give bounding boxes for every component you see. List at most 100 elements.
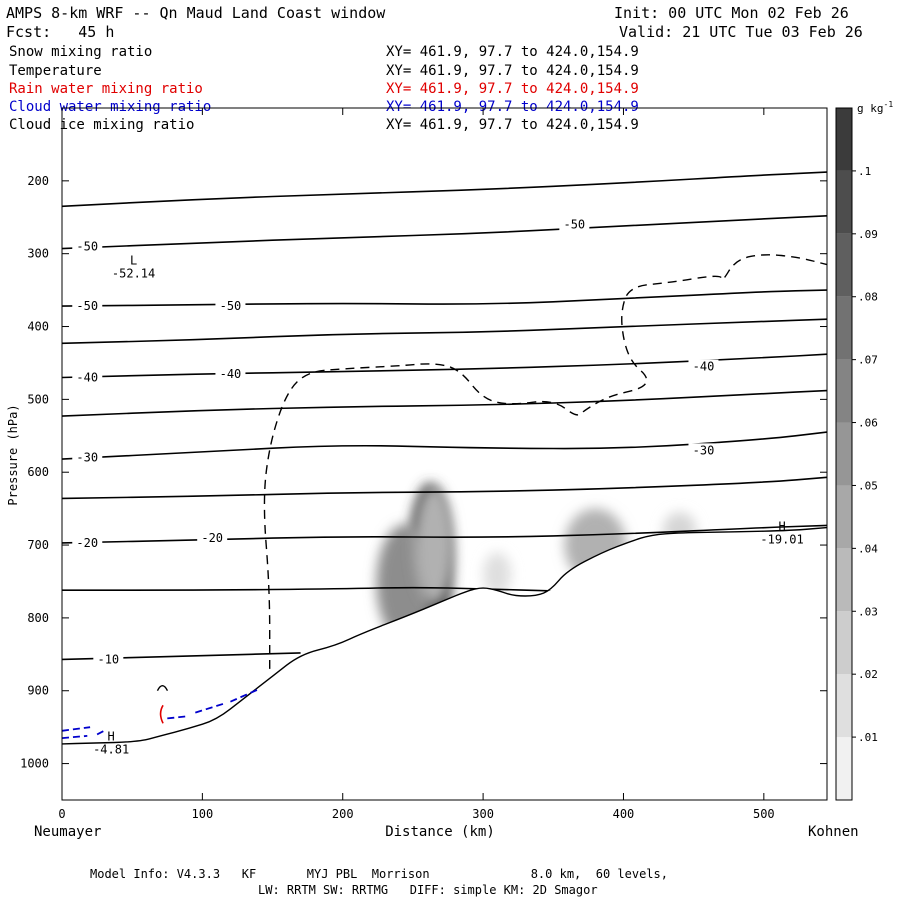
cloud-water-mark-5 <box>230 688 259 703</box>
y-axis-label: Pressure (hPa) <box>6 404 20 505</box>
plot-frame <box>61 107 828 801</box>
field-name-rain: Rain water mixing ratio <box>9 81 203 97</box>
field-xy-cloud-water: XY= 461.9, 97.7 to 424.0,154.9 <box>386 99 639 115</box>
isotherm-5 <box>61 389 828 417</box>
y-tick-label-4: 600 <box>27 465 49 479</box>
contour-label-10: -20 <box>201 531 223 545</box>
cloud-ice-contour <box>263 254 828 669</box>
rain-mark <box>159 704 164 724</box>
colorbar-cell-1 <box>836 674 852 738</box>
colorbar-label-6: .07 <box>858 354 878 367</box>
colorbar-label-1: .02 <box>858 668 878 681</box>
cloud-water-mark-2 <box>96 729 105 736</box>
field-xy-snow: XY= 461.9, 97.7 to 424.0,154.9 <box>386 44 639 60</box>
contour-label-3: -50 <box>563 218 585 232</box>
contour-label-bg-11 <box>93 652 124 666</box>
colorbar-label-4: .05 <box>858 479 878 492</box>
colorbar-cell-7 <box>836 296 852 360</box>
colorbar: .01 .02 .03 .04 .05 .06 .07 .08 .09 .1 <box>835 107 878 801</box>
isotherm-3 <box>61 318 828 345</box>
x-tick-label-2: 200 <box>332 807 354 821</box>
colorbar-cell-5 <box>836 422 852 486</box>
y-tick-label-1: 300 <box>27 247 49 261</box>
model-info: Model Info: V4.3.3 KF MYJ PBL Morrison 8… <box>90 867 668 881</box>
isotherm-2 <box>61 289 828 307</box>
extremum-value-1: -19.01 <box>760 532 803 546</box>
field-name-snow: Snow mixing ratio <box>9 44 153 60</box>
colorbar-label-7: .08 <box>858 291 878 304</box>
physics-info: LW: RRTM SW: RRTMG DIFF: simple KM: 2D S… <box>258 883 598 897</box>
snow-blob-2 <box>414 486 454 604</box>
cloud-water-mark-4 <box>195 702 224 714</box>
x-start-label: Neumayer <box>34 824 101 840</box>
isotherm-0 <box>61 171 828 208</box>
colorbar-unit: g kg-1 <box>857 100 893 115</box>
contour-label-4: -40 <box>76 371 98 385</box>
y-tick-label-7: 900 <box>27 684 49 698</box>
snow-blob-5 <box>483 552 512 597</box>
colorbar-cell-4 <box>836 485 852 549</box>
isotherm-8 <box>61 524 828 544</box>
contour-label-8: -30 <box>693 443 715 457</box>
contour-label-0: -50 <box>76 239 98 253</box>
colorbar-label-0: .01 <box>858 731 878 744</box>
field-xy-rain: XY= 461.9, 97.7 to 424.0,154.9 <box>386 81 639 97</box>
contour-label-bg-5 <box>215 366 246 380</box>
isotherm-1 <box>61 215 828 250</box>
annotation-layer: -50 -50 -50 -50 -40 -40 -40 -30 -30 -20 -20 -10 L-52… <box>61 217 804 756</box>
field-xy-cloud-ice: XY= 461.9, 97.7 to 424.0,154.9 <box>386 117 639 133</box>
valid-time: Valid: 21 UTC Tue 03 Feb 26 <box>619 23 863 41</box>
contour-label-9: -20 <box>76 536 98 550</box>
isotherm-7 <box>61 476 828 500</box>
cloud-ice-layer <box>263 254 828 669</box>
x-tick-label-1: 100 <box>192 807 214 821</box>
isotherm-9 <box>61 586 554 592</box>
y-tick-label-0: 200 <box>27 174 49 188</box>
colorbar-label-2: .03 <box>858 605 878 618</box>
contour-label-bg-10 <box>197 530 228 544</box>
y-tick-label-3: 500 <box>27 392 49 406</box>
contour-label-bg-3 <box>559 217 590 231</box>
isotherm-10 <box>61 652 301 661</box>
colorbar-cell-10 <box>836 108 852 171</box>
y-tick-label-6: 800 <box>27 611 49 625</box>
contour-label-2: -50 <box>220 299 242 313</box>
contour-label-7: -30 <box>76 451 98 465</box>
x-tick-label-5: 500 <box>753 807 775 821</box>
contour-label-bg-0 <box>72 239 103 253</box>
colorbar-label-8: .09 <box>858 228 878 241</box>
colorbar-frame <box>835 107 853 801</box>
y-tick-label-2: 400 <box>27 320 49 334</box>
terrain-line <box>61 526 828 745</box>
contour-label-bg-1 <box>72 299 103 313</box>
field-xy-temperature: XY= 461.9, 97.7 to 424.0,154.9 <box>386 63 639 79</box>
terrain-fill <box>62 527 827 800</box>
colorbar-cell-2 <box>836 611 852 675</box>
x-tick-label-4: 400 <box>613 807 635 821</box>
extremum-type-1: H <box>778 519 785 533</box>
contour-label-6: -40 <box>693 360 715 374</box>
y-tick-label-8: 1000 <box>20 757 49 771</box>
contour-label-bg-8 <box>688 443 719 457</box>
contour-label-bg-6 <box>688 359 719 373</box>
field-name-cloud-ice: Cloud ice mixing ratio <box>9 117 195 133</box>
init-time: Init: 00 UTC Mon 02 Feb 26 <box>614 4 849 22</box>
terrain-layer <box>61 526 828 800</box>
contour-label-11: -10 <box>97 652 119 666</box>
colorbar-cell-0 <box>836 737 852 800</box>
contour-label-bg-9 <box>72 535 103 549</box>
x-end-label: Kohnen <box>808 824 859 840</box>
colorbar-label-5: .06 <box>858 417 878 430</box>
ice-mark <box>156 685 169 692</box>
chart-title: AMPS 8-km WRF -- Qn Maud Land Coast wind… <box>6 4 386 22</box>
colorbar-label-3: .04 <box>858 542 878 555</box>
colorbar-label-9: .1 <box>858 165 871 178</box>
isotherm-layer <box>61 171 828 661</box>
x-tick-label-0: 0 <box>58 807 65 821</box>
contour-label-5: -40 <box>220 367 242 381</box>
field-name-temperature: Temperature <box>9 63 102 79</box>
cloud-water-mark-1 <box>61 735 88 739</box>
colorbar-cell-8 <box>836 233 852 297</box>
colorbar-cell-3 <box>836 548 852 612</box>
